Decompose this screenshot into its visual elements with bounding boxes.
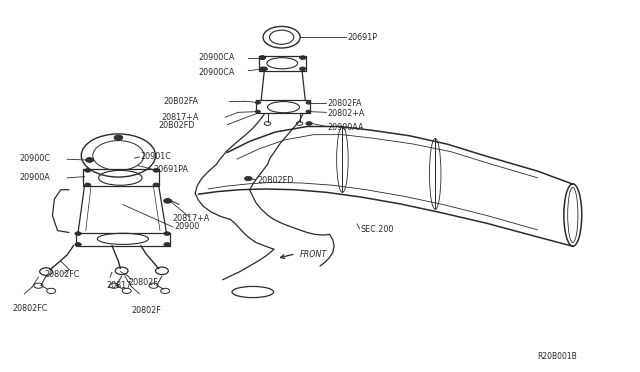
Circle shape — [306, 122, 312, 125]
Text: FRONT: FRONT — [300, 250, 327, 259]
Circle shape — [255, 110, 260, 113]
Text: 20B02FA: 20B02FA — [163, 97, 198, 106]
Circle shape — [75, 243, 81, 246]
Circle shape — [259, 56, 266, 60]
Text: 20900AA: 20900AA — [328, 123, 364, 132]
Text: 20802+A: 20802+A — [328, 109, 365, 118]
Circle shape — [164, 232, 170, 235]
Text: 20900: 20900 — [174, 222, 199, 231]
Circle shape — [84, 169, 91, 172]
Circle shape — [75, 232, 81, 235]
Circle shape — [153, 183, 159, 187]
Text: 20691PA: 20691PA — [154, 165, 189, 174]
Circle shape — [86, 158, 93, 162]
Text: 20802F: 20802F — [131, 306, 161, 315]
Circle shape — [86, 158, 93, 162]
Text: 20901C: 20901C — [141, 153, 172, 161]
Circle shape — [164, 243, 170, 246]
Text: SEC.200: SEC.200 — [361, 225, 394, 234]
Text: 20900CA: 20900CA — [198, 53, 235, 62]
Circle shape — [300, 56, 306, 60]
Text: 20817: 20817 — [106, 281, 131, 290]
Circle shape — [164, 199, 172, 203]
Circle shape — [164, 199, 172, 203]
Text: 20B02FD: 20B02FD — [257, 176, 294, 185]
Text: 20900CA: 20900CA — [198, 68, 235, 77]
Circle shape — [306, 101, 311, 104]
Circle shape — [261, 67, 268, 71]
Circle shape — [84, 183, 91, 187]
Text: R20B001B: R20B001B — [538, 352, 577, 361]
Text: 20802FA: 20802FA — [328, 99, 362, 108]
Text: 20B02FD: 20B02FD — [159, 121, 195, 130]
Circle shape — [153, 169, 159, 172]
Text: 20802FC: 20802FC — [45, 270, 80, 279]
Text: 20802FC: 20802FC — [13, 304, 48, 312]
Text: 20900A: 20900A — [19, 173, 50, 182]
Circle shape — [259, 56, 266, 60]
Text: 20817+A: 20817+A — [173, 214, 210, 223]
Text: 20691P: 20691P — [347, 33, 377, 42]
Circle shape — [300, 67, 306, 71]
Circle shape — [255, 101, 260, 104]
Circle shape — [306, 110, 311, 113]
Text: 20817+A: 20817+A — [161, 113, 198, 122]
Circle shape — [259, 67, 266, 71]
Text: 20802F: 20802F — [128, 278, 157, 287]
Circle shape — [244, 176, 252, 181]
Text: 20900C: 20900C — [19, 154, 50, 163]
Circle shape — [114, 135, 123, 140]
